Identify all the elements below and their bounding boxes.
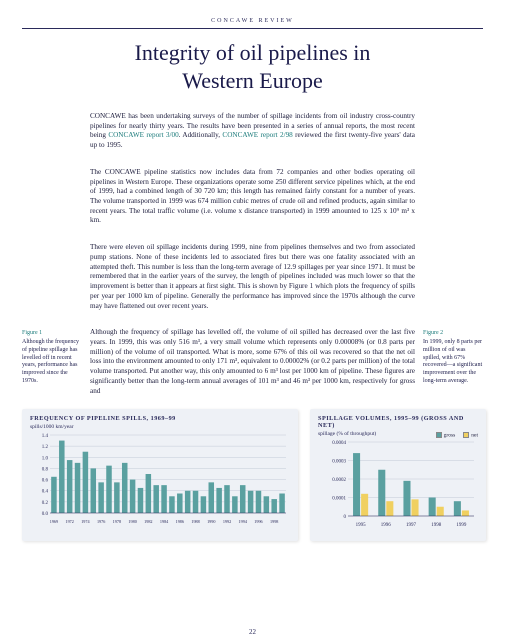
svg-text:1996: 1996: [381, 523, 392, 528]
svg-text:1999: 1999: [456, 523, 467, 528]
svg-text:0.0003: 0.0003: [332, 460, 346, 465]
figure-1-caption: Figure 1 Although the frequency of pipel…: [22, 328, 82, 405]
chart-2-ylabel: spillage (% of throughput): [318, 431, 376, 437]
chart-2-title: SPILLAGE VOLUMES, 1995–99 (GROSS AND NET…: [318, 415, 478, 429]
link-report-298[interactable]: CONCAWE report 2/98: [222, 131, 292, 139]
svg-text:1974: 1974: [81, 519, 90, 524]
svg-text:1998: 1998: [431, 523, 442, 528]
legend-gross: gross: [436, 432, 456, 438]
svg-text:1978: 1978: [113, 519, 121, 524]
svg-text:1976: 1976: [97, 519, 105, 524]
title-line-1: Integrity of oil pipelines in: [135, 40, 371, 65]
legend-net: net: [463, 432, 478, 438]
svg-text:0.0001: 0.0001: [332, 497, 346, 502]
svg-text:1998: 1998: [270, 519, 278, 524]
paragraph-3: There were eleven oil spillage incidents…: [90, 243, 415, 311]
page-title: Integrity of oil pipelines in Western Eu…: [22, 39, 483, 94]
header-label: CONCAWE REVIEW: [22, 18, 483, 24]
chart-1-title: FREQUENCY OF PIPELINE SPILLS, 1969–99: [30, 415, 290, 422]
svg-text:0.2: 0.2: [42, 501, 49, 506]
figure-2-text: In 1999, only 8 parts per million of oil…: [423, 339, 482, 384]
svg-text:0.0002: 0.0002: [332, 478, 346, 483]
svg-text:0: 0: [344, 515, 347, 520]
chart-1-svg: 0.0 0.2 0.4 0.6 0.8 1.0 1.2 1.4 1969 1972 1974 1976…: [30, 433, 290, 525]
chart-1-card: FREQUENCY OF PIPELINE SPILLS, 1969–99 sp…: [22, 409, 298, 541]
svg-text:1988: 1988: [191, 519, 199, 524]
paragraph-4: Although the frequency of spillage has l…: [90, 328, 415, 396]
legend-gross-label: gross: [444, 432, 456, 438]
svg-text:1972: 1972: [65, 519, 73, 524]
svg-text:1969: 1969: [50, 519, 58, 524]
paragraph-2: The CONCAWE pipeline statistics now incl…: [90, 168, 415, 226]
paragraph-1: CONCAWE has been undertaking surveys of …: [90, 112, 415, 151]
title-line-2: Western Europe: [182, 68, 323, 93]
svg-text:0.0: 0.0: [42, 512, 49, 517]
svg-text:0.0004: 0.0004: [332, 441, 346, 446]
svg-text:0.8: 0.8: [42, 468, 49, 473]
svg-text:1997: 1997: [406, 523, 417, 528]
svg-text:0.4: 0.4: [42, 490, 49, 495]
header-rule: [22, 28, 483, 29]
figure-1-text: Although the frequency of pipeline spill…: [22, 339, 79, 384]
svg-text:1.2: 1.2: [42, 445, 49, 450]
svg-text:1980: 1980: [128, 519, 136, 524]
charts-row: FREQUENCY OF PIPELINE SPILLS, 1969–99 sp…: [22, 409, 483, 541]
body-area: CONCAWE has been undertaking surveys of …: [22, 112, 483, 405]
link-report-300[interactable]: CONCAWE report 3/00: [108, 131, 178, 139]
svg-text:1.0: 1.0: [42, 457, 49, 462]
chart-2-svg: 0 0.0001 0.0002 0.0003 0.0004 1995 1996 1997 199…: [318, 440, 478, 528]
svg-text:1.4: 1.4: [42, 434, 49, 439]
chart-1-ylabel: spills/1000 km/year: [30, 424, 290, 430]
figure-1-label: Figure 1: [22, 330, 82, 338]
svg-text:1982: 1982: [144, 519, 152, 524]
chart-2-card: SPILLAGE VOLUMES, 1995–99 (GROSS AND NET…: [310, 409, 486, 541]
svg-text:1990: 1990: [207, 519, 215, 524]
svg-text:1994: 1994: [239, 519, 248, 524]
svg-text:1984: 1984: [160, 519, 169, 524]
svg-text:1995: 1995: [356, 523, 367, 528]
legend-net-label: net: [471, 432, 478, 438]
figure-2-caption: Figure 2 In 1999, only 8 parts per milli…: [423, 328, 483, 405]
chart-2-legend: gross net: [436, 432, 478, 438]
svg-text:1986: 1986: [176, 519, 184, 524]
svg-text:1996: 1996: [254, 519, 262, 524]
figure-2-label: Figure 2: [423, 330, 483, 338]
p1-text-b: . Additionally,: [179, 131, 223, 139]
svg-text:0.6: 0.6: [42, 479, 49, 484]
svg-text:1992: 1992: [223, 519, 231, 524]
page-number: 22: [249, 628, 256, 636]
